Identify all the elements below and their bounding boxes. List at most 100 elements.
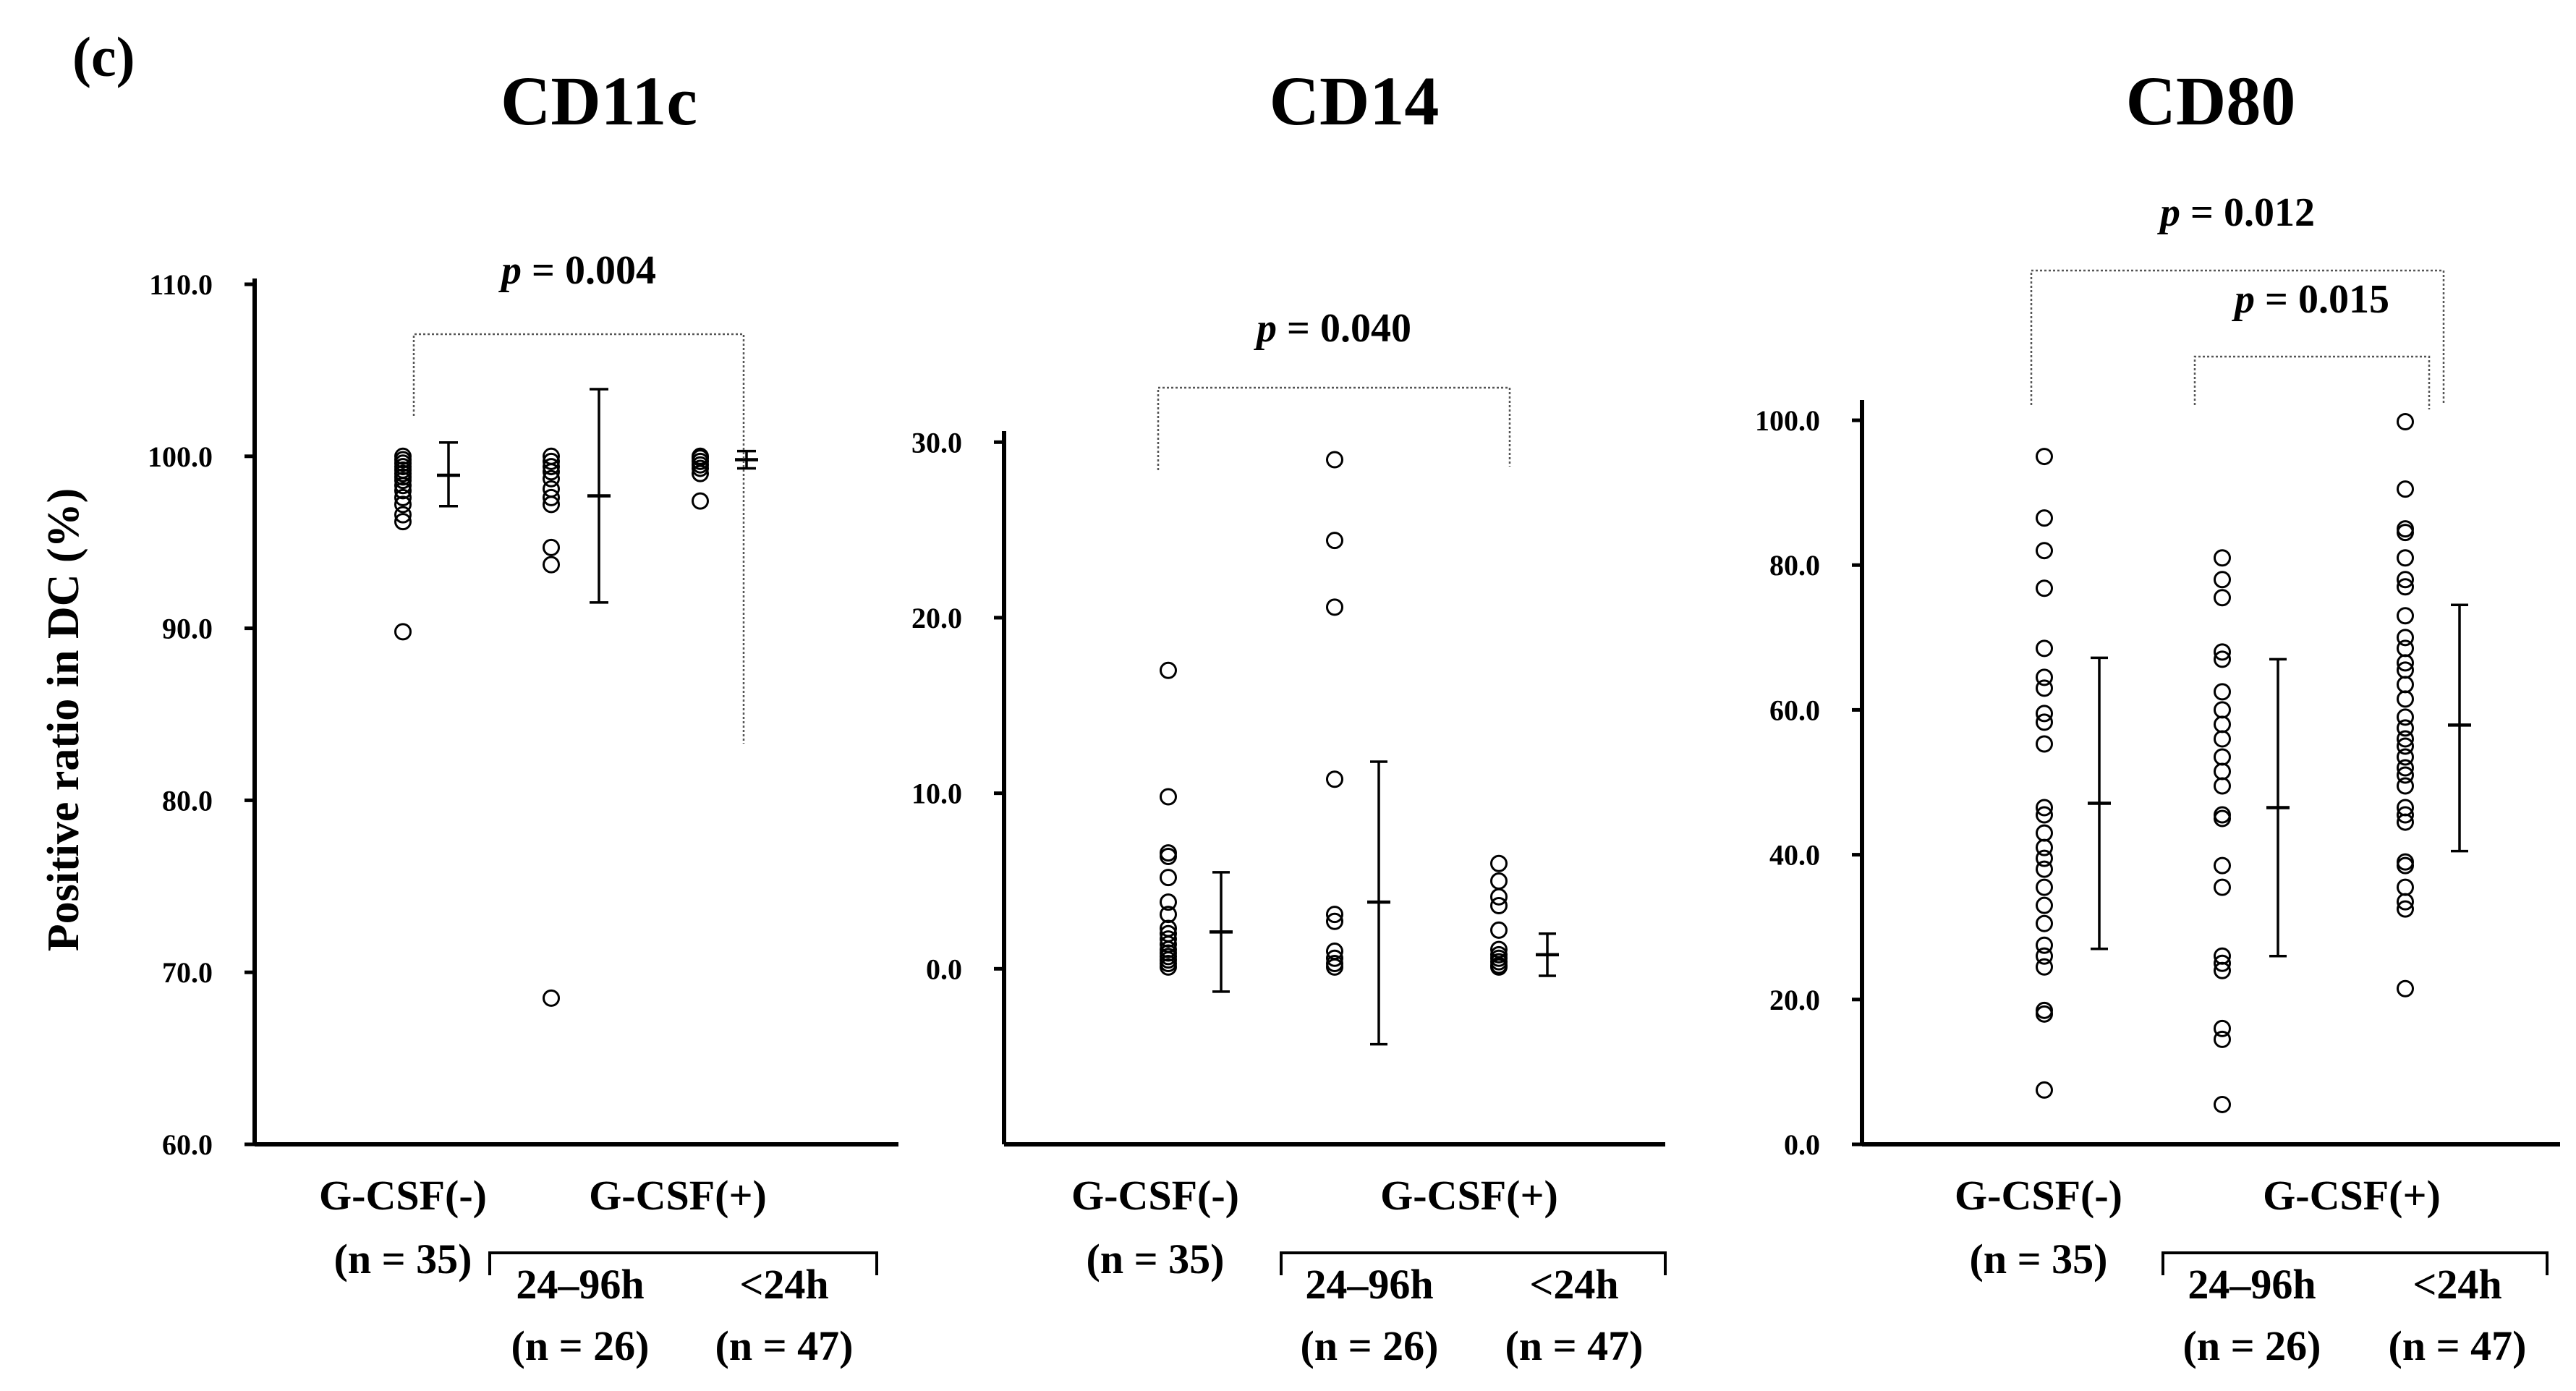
data-point [2214,701,2231,719]
p-symbol: p [2232,277,2255,322]
data-point [2036,936,2053,954]
data-point [2036,824,2053,842]
data-point [2214,961,2231,979]
data-point [2397,806,2414,824]
y-tick-label: 0.0 [926,953,962,985]
data-point [1326,958,1343,976]
data-point [2397,654,2414,672]
y-tick-label: 100.0 [1755,404,1820,437]
data-point [2397,629,2414,647]
chart-title: CD11c [501,62,697,140]
data-point [2036,735,2053,753]
group-label-pos: G-CSF(+) [589,1172,767,1219]
data-point [2214,1019,2231,1037]
chart-panel-cd11c: CD11c 60.0 70.0 80.0 90.0 100.0 110.0 p = 0.004… [148,62,898,1369]
p-value-label: p = 0.012 [2157,190,2315,235]
group-label-pos: G-CSF(+) [1380,1172,1558,1219]
y-tick-label: 20.0 [1769,984,1820,1016]
p-value: = 0.012 [2180,190,2315,235]
group-label-neg: G-CSF(-) [319,1172,487,1219]
group-n-neg: (n = 35) [334,1235,472,1282]
subgroup-label-lt24h: <24h [2413,1261,2501,1308]
data-point [2397,520,2414,538]
data-point [2397,480,2414,498]
significance-bracket [2193,355,2431,409]
data-point [2397,856,2414,875]
time-bracket [488,1251,878,1275]
y-tick-label: 10.0 [911,778,962,810]
y-tick-label: 20.0 [911,602,962,634]
data-point [1490,854,1508,872]
subgroup-label-24-96h: 24–96h [2188,1261,2316,1308]
data-point [394,495,412,514]
data-point [692,447,709,465]
group-n-neg: (n = 35) [1087,1235,1225,1282]
data-point [2214,643,2231,661]
data-point [2214,549,2231,567]
data-point [2397,777,2414,795]
data-point [2397,607,2414,625]
significance-bracket [2030,269,2445,405]
data-point [2036,838,2053,856]
data-point [543,452,560,470]
data-point [2397,900,2414,918]
data-point [2036,947,2053,965]
p-symbol: p [2157,190,2180,235]
data-point [2214,878,2231,896]
data-point [2214,777,2231,795]
subgroup-n-lt24h: (n = 47) [2389,1322,2527,1369]
data-point [2397,571,2414,589]
data-point [2397,413,2414,431]
data-point [2214,715,2231,733]
data-point [2214,954,2231,972]
data-point [2214,1030,2231,1048]
p-value-label: p = 0.040 [1254,306,1411,351]
data-point [1326,949,1343,967]
data-point [2036,799,2053,817]
group-label-pos: G-CSF(+) [2263,1172,2441,1219]
time-bracket [2161,1251,2549,1275]
data-point [2214,589,2231,607]
data-point [2214,683,2231,701]
subgroup-n-lt24h: (n = 47) [1505,1322,1644,1369]
data-point [1160,869,1177,887]
chart-title: CD80 [2126,62,2296,140]
plots-layer: CD11c 60.0 70.0 80.0 90.0 100.0 110.0 p = 0.004… [148,62,2560,1369]
data-point [2036,509,2053,527]
data-point [2214,806,2231,824]
data-point [1326,770,1343,788]
chart-title: CD14 [1270,62,1440,140]
chart-panel-cd14: CD14 0.0 10.0 20.0 30.0 p = 0.040 G-CSF(-) (n =… [911,62,1667,1369]
data-point [2036,878,2053,896]
data-point [1490,921,1508,939]
subgroup-label-24-96h: 24–96h [516,1261,644,1308]
group-n-neg: (n = 35) [1970,1235,2108,1282]
y-tick-label: 80.0 [162,784,213,817]
y-tick-label: 60.0 [162,1128,213,1161]
data-point [1326,451,1343,469]
data-point [1326,532,1343,550]
data-point [2036,1081,2053,1099]
data-point [1160,788,1177,806]
y-tick-label: 110.0 [149,268,213,301]
group-label-neg: G-CSF(-) [1071,1172,1239,1219]
significance-bracket [412,333,745,744]
data-point [1326,912,1343,930]
time-bracket [1280,1251,1667,1275]
data-point [2214,571,2231,589]
data-point [2036,679,2053,697]
data-point [2036,806,2053,824]
data-point [543,488,560,506]
data-point [692,492,709,510]
y-tick-label: 90.0 [162,613,213,645]
data-point [1490,958,1508,976]
data-point [2036,1005,2053,1023]
y-tick-label: 60.0 [1769,694,1820,726]
data-point [1160,930,1177,948]
subgroup-n-24-96h: (n = 26) [1301,1322,1439,1369]
data-point [2397,979,2414,997]
data-point [394,513,412,531]
data-point [2397,759,2414,777]
data-point [2397,853,2414,871]
